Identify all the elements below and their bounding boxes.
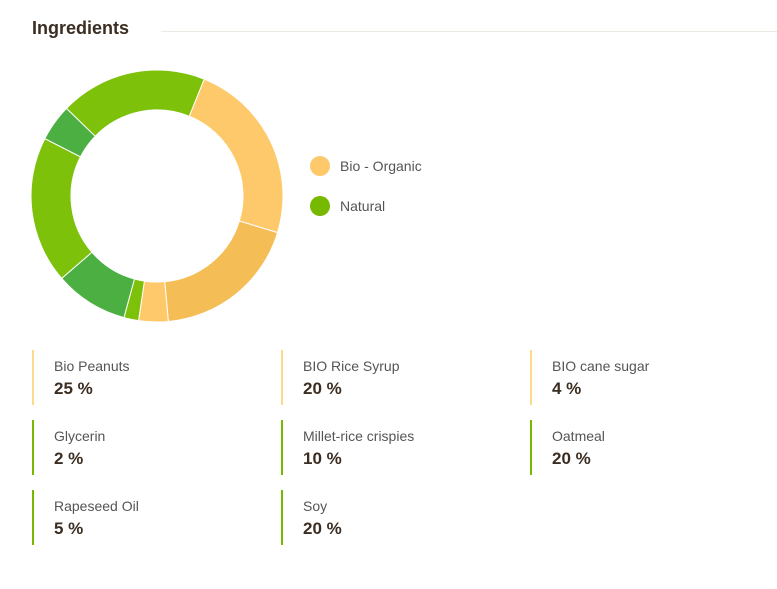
ingredient-item: Soy 20 % <box>281 490 511 545</box>
ingredient-percent: 20 % <box>303 519 342 538</box>
title-divider <box>161 31 777 32</box>
ingredient-name: BIO Rice Syrup <box>303 358 400 374</box>
ingredient-item: Rapeseed Oil 5 % <box>32 490 262 545</box>
ingredient-name: Glycerin <box>54 428 106 444</box>
ingredient-percent: 10 % <box>303 449 342 468</box>
ingredient-percent: 2 % <box>54 449 84 468</box>
legend-label-bio: Bio - Organic <box>340 158 422 174</box>
ingredient-percent: 20 % <box>552 449 591 468</box>
legend-label-natural: Natural <box>340 198 386 214</box>
donut-slice-bio-rice-syrup <box>164 220 279 323</box>
legend-dot-natural <box>310 196 330 216</box>
legend-item-bio: Bio - Organic <box>310 155 422 177</box>
ingredient-percent: 5 % <box>54 519 84 538</box>
ingredient-name: Millet-rice crispies <box>303 428 415 444</box>
ingredient-item: Bio Peanuts 25 % <box>32 350 262 405</box>
donut-slice-soy <box>65 69 205 137</box>
ingredient-item: Oatmeal 20 % <box>530 420 760 475</box>
ingredient-name: Soy <box>303 498 328 514</box>
ingredient-item: BIO Rice Syrup 20 % <box>281 350 511 405</box>
ingredient-name: Bio Peanuts <box>54 358 130 374</box>
ingredient-item: BIO cane sugar 4 % <box>530 350 760 405</box>
ingredient-percent: 4 % <box>552 379 582 398</box>
ingredient-item: Glycerin 2 % <box>32 420 262 475</box>
section-title: Ingredients <box>32 18 130 38</box>
ingredient-name: Oatmeal <box>552 428 605 444</box>
donut-slice-bio-peanuts <box>188 78 284 234</box>
chart-legend: Bio - Organic Natural <box>310 155 422 235</box>
ingredient-name: BIO cane sugar <box>552 358 650 374</box>
legend-item-natural: Natural <box>310 195 422 217</box>
ingredient-percent: 20 % <box>303 379 342 398</box>
legend-dot-bio <box>310 156 330 176</box>
ingredient-name: Rapeseed Oil <box>54 498 139 514</box>
ingredients-donut-chart <box>30 69 284 323</box>
ingredient-item: Millet-rice crispies 10 % <box>281 420 511 475</box>
ingredient-percent: 25 % <box>54 379 93 398</box>
donut-slice-oatmeal <box>30 137 93 280</box>
